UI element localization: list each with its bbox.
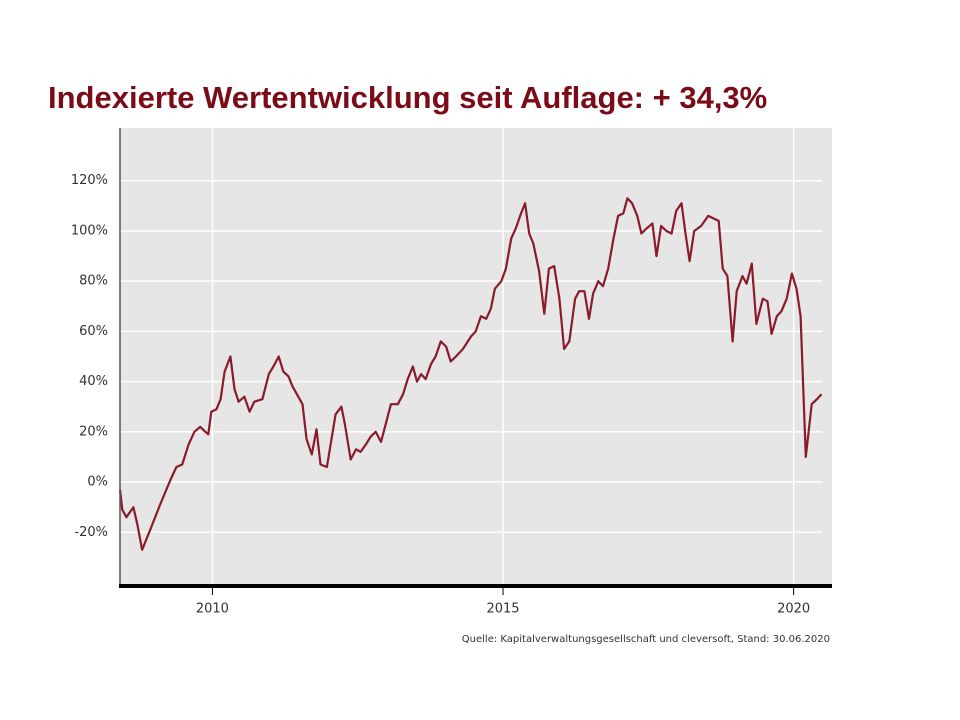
y-tick-label: 40%	[79, 374, 108, 389]
y-tick-label: 0%	[87, 475, 108, 490]
chart-title: Indexierte Wertentwicklung seit Auflage:…	[48, 80, 767, 115]
y-tick-label: 100%	[71, 223, 108, 238]
y-tick-label: 20%	[79, 424, 108, 439]
x-tick-label: 2020	[777, 602, 810, 617]
plot-area	[120, 128, 832, 585]
y-tick-label: 60%	[79, 324, 108, 339]
source-note: Quelle: Kapitalverwaltungsgesellschaft u…	[462, 634, 830, 645]
x-tick-label: 2010	[196, 602, 229, 617]
grid	[120, 128, 822, 585]
x-tick-label: 2015	[486, 602, 519, 617]
y-tick-label: -20%	[74, 525, 108, 540]
y-tick-label: 80%	[79, 274, 108, 289]
y-tick-label: 120%	[71, 173, 108, 188]
plot	[118, 197, 823, 551]
data-line	[118, 197, 823, 551]
